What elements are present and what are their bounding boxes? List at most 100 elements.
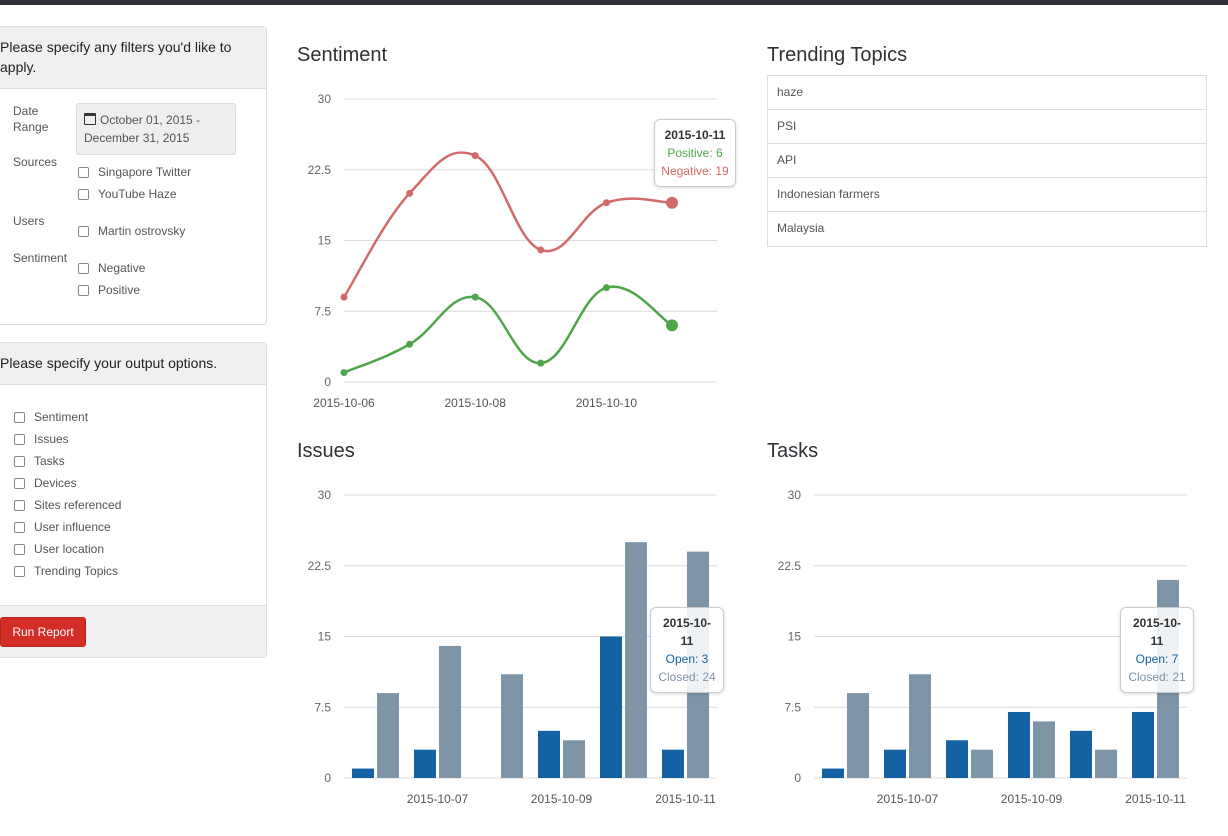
users-label: Users	[13, 214, 45, 228]
y-tick-label: 7.5	[784, 700, 801, 714]
date-range-value: October 01, 2015 - December 31, 2015	[84, 113, 201, 145]
data-point	[406, 189, 414, 197]
tooltip-positive: Positive: 6	[667, 146, 723, 160]
bar-closed	[1033, 721, 1055, 778]
list-item[interactable]: API	[768, 144, 1206, 178]
bar-open	[414, 749, 436, 778]
bar-closed	[1095, 749, 1117, 778]
y-tick-label: 0	[324, 771, 331, 785]
bar-open	[1070, 730, 1092, 778]
tooltip-closed: Closed: 21	[1128, 670, 1186, 684]
output-checkbox-user-influence[interactable]: User influence	[14, 519, 111, 535]
x-tick-label: 2015-10-06	[313, 396, 375, 410]
output-options-panel: Please specify your output options. Sent…	[0, 342, 267, 658]
checkbox[interactable]	[14, 433, 25, 445]
bar-open	[1008, 711, 1030, 778]
y-tick-label: 15	[318, 630, 332, 644]
bar-closed	[971, 749, 993, 778]
checkbox[interactable]	[14, 477, 25, 489]
data-point	[471, 152, 479, 160]
top-navbar	[0, 0, 1228, 5]
data-point	[666, 196, 678, 209]
bar-open	[884, 749, 906, 778]
bar-closed	[847, 693, 869, 778]
trending-topics-title: Trending Topics	[767, 44, 908, 66]
data-point	[537, 359, 545, 367]
x-tick-label: 2015-10-08	[445, 396, 507, 410]
sentiment-title: Sentiment	[297, 44, 388, 66]
source-checkbox-youtube-haze[interactable]: YouTube Haze	[78, 186, 177, 202]
output-checkbox-devices[interactable]: Devices	[14, 475, 77, 491]
data-point	[666, 319, 678, 332]
output-checkbox-sentiment[interactable]: Sentiment	[14, 409, 88, 425]
data-point	[340, 369, 348, 377]
list-item[interactable]: Indonesian farmers	[768, 178, 1206, 212]
data-point	[537, 246, 545, 254]
sentiment-label: Sentiment	[13, 251, 68, 265]
y-tick-label: 0	[794, 771, 801, 785]
output-checkbox-sites-referenced[interactable]: Sites referenced	[14, 497, 121, 513]
issues-title: Issues	[297, 440, 355, 462]
y-tick-label: 22.5	[308, 559, 332, 573]
trending-topics-list: haze PSI API Indonesian farmers Malaysia	[767, 75, 1207, 247]
bar-closed	[377, 693, 399, 778]
series-line-negative	[342, 151, 673, 298]
y-tick-label: 30	[318, 488, 332, 502]
series-line-positive	[343, 285, 673, 374]
user-checkbox-martin-ostrovsky[interactable]: Martin ostrovsky	[78, 223, 185, 239]
data-point	[602, 284, 610, 292]
list-item[interactable]: Malaysia	[777, 221, 825, 235]
output-checkbox-trending-topics[interactable]: Trending Topics	[14, 563, 118, 579]
tooltip-title: 2015-10-11	[662, 616, 712, 648]
y-tick-label: 7.5	[314, 700, 331, 714]
checkbox[interactable]	[14, 411, 25, 423]
sentiment-checkbox-negative[interactable]: Negative	[78, 260, 145, 276]
checkbox[interactable]	[78, 166, 89, 178]
sources-label: Sources	[13, 155, 58, 169]
checkbox[interactable]	[14, 455, 25, 467]
sentiment-checkbox-positive[interactable]: Positive	[78, 282, 140, 298]
checkbox[interactable]	[14, 521, 25, 533]
checkbox[interactable]	[14, 543, 25, 555]
date-range-picker[interactable]: October 01, 2015 - December 31, 2015	[76, 103, 236, 155]
y-tick-label: 30	[318, 92, 332, 106]
bar-open	[946, 740, 968, 778]
output-heading: Please specify your output options.	[0, 343, 266, 385]
list-item[interactable]: haze	[768, 76, 1206, 110]
data-point	[602, 199, 610, 207]
calendar-icon	[84, 113, 96, 125]
source-checkbox-singapore-twitter[interactable]: Singapore Twitter	[78, 164, 191, 180]
date-range-label: Date Range	[13, 104, 49, 134]
list-item[interactable]: PSI	[768, 110, 1206, 144]
output-checkbox-user-location[interactable]: User location	[14, 541, 104, 557]
y-tick-label: 15	[318, 234, 332, 248]
sentiment-tooltip: 2015-10-11 Positive: 6 Negative: 19	[654, 119, 736, 187]
y-tick-label: 7.5	[314, 304, 331, 318]
bar-open	[352, 768, 374, 778]
bar-open	[822, 768, 844, 778]
output-checkbox-tasks[interactable]: Tasks	[14, 453, 65, 469]
tooltip-negative: Negative: 19	[661, 164, 729, 178]
bar-open	[662, 749, 684, 778]
checkbox[interactable]	[78, 188, 89, 200]
checkbox[interactable]	[14, 499, 25, 511]
bar-open	[600, 636, 622, 778]
checkbox[interactable]	[78, 262, 89, 274]
issues-tooltip: 2015-10-11 Open: 3 Closed: 24	[650, 607, 724, 693]
x-tick-label: 2015-10-11	[1125, 792, 1186, 806]
run-report-button[interactable]: Run Report	[0, 617, 86, 647]
bar-closed	[439, 645, 461, 778]
y-tick-label: 22.5	[308, 163, 332, 177]
tooltip-title: 2015-10-11	[664, 128, 726, 142]
data-point	[406, 340, 414, 348]
bar-open	[538, 730, 560, 778]
x-tick-label: 2015-10-09	[531, 792, 593, 806]
y-tick-label: 22.5	[778, 559, 802, 573]
tasks-title: Tasks	[767, 440, 819, 462]
checkbox[interactable]	[78, 284, 89, 296]
checkbox[interactable]	[78, 225, 89, 237]
filters-panel: Please specify any filters you'd like to…	[0, 26, 267, 325]
data-point	[340, 293, 348, 301]
checkbox[interactable]	[14, 565, 25, 577]
output-checkbox-issues[interactable]: Issues	[14, 431, 69, 447]
